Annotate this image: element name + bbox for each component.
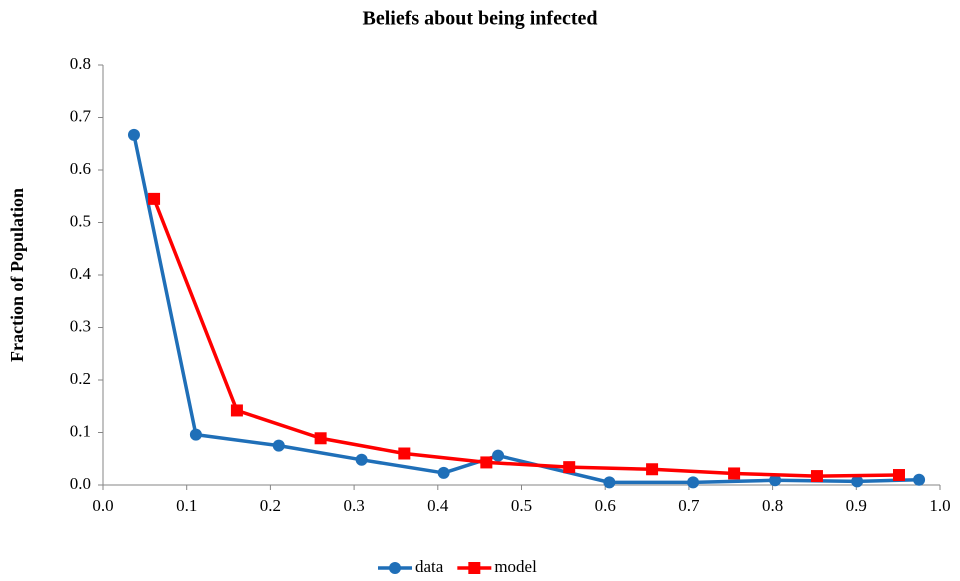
point: [492, 449, 505, 462]
point: [728, 467, 741, 480]
x-tick-label: 0.2: [260, 496, 281, 515]
point: [851, 475, 864, 488]
legend-marker: [389, 562, 401, 574]
legend-label: data: [415, 557, 444, 576]
point: [230, 404, 243, 417]
point: [563, 461, 576, 474]
point: [314, 432, 327, 445]
point: [437, 466, 450, 479]
y-tick-label: 0.6: [70, 159, 91, 178]
x-tick-label: 0.4: [427, 496, 449, 515]
point: [355, 453, 368, 466]
chart-title: Beliefs about being infected: [363, 8, 598, 30]
point: [398, 447, 411, 460]
point: [913, 473, 926, 486]
point: [769, 474, 782, 487]
point: [272, 439, 285, 452]
point: [603, 476, 616, 489]
x-tick-label: 0.9: [846, 496, 867, 515]
x-tick-label: 0.6: [595, 496, 616, 515]
point: [480, 456, 493, 469]
point: [810, 470, 823, 483]
series-line: [132, 134, 920, 485]
x-tick-label: 0.7: [678, 496, 700, 515]
point: [687, 476, 700, 489]
y-axis-title: Fraction of Population: [7, 188, 27, 362]
x-tick-label: 0.1: [176, 496, 197, 515]
point: [127, 128, 140, 141]
y-tick-label: 0.1: [70, 421, 91, 440]
point: [892, 469, 905, 482]
x-tick-label: 0.8: [762, 496, 783, 515]
x-tick-label: 0.5: [511, 496, 532, 515]
point: [189, 428, 202, 441]
y-tick-label: 0.3: [70, 316, 91, 335]
point: [148, 192, 161, 205]
x-tick-label: 1.0: [929, 496, 950, 515]
y-tick-label: 0.2: [70, 369, 91, 388]
y-tick-label: 0.4: [70, 264, 92, 283]
series-line: [152, 198, 900, 478]
legend-marker: [468, 562, 481, 574]
y-tick-label: 0.7: [70, 106, 92, 125]
x-tick-label: 0.3: [343, 496, 364, 515]
point: [646, 463, 659, 476]
legend-label: model: [494, 557, 537, 576]
y-tick-label: 0.5: [70, 211, 91, 230]
y-tick-label: 0.0: [70, 474, 91, 493]
y-tick-label: 0.8: [70, 54, 91, 73]
x-tick-label: 0.0: [92, 496, 113, 515]
